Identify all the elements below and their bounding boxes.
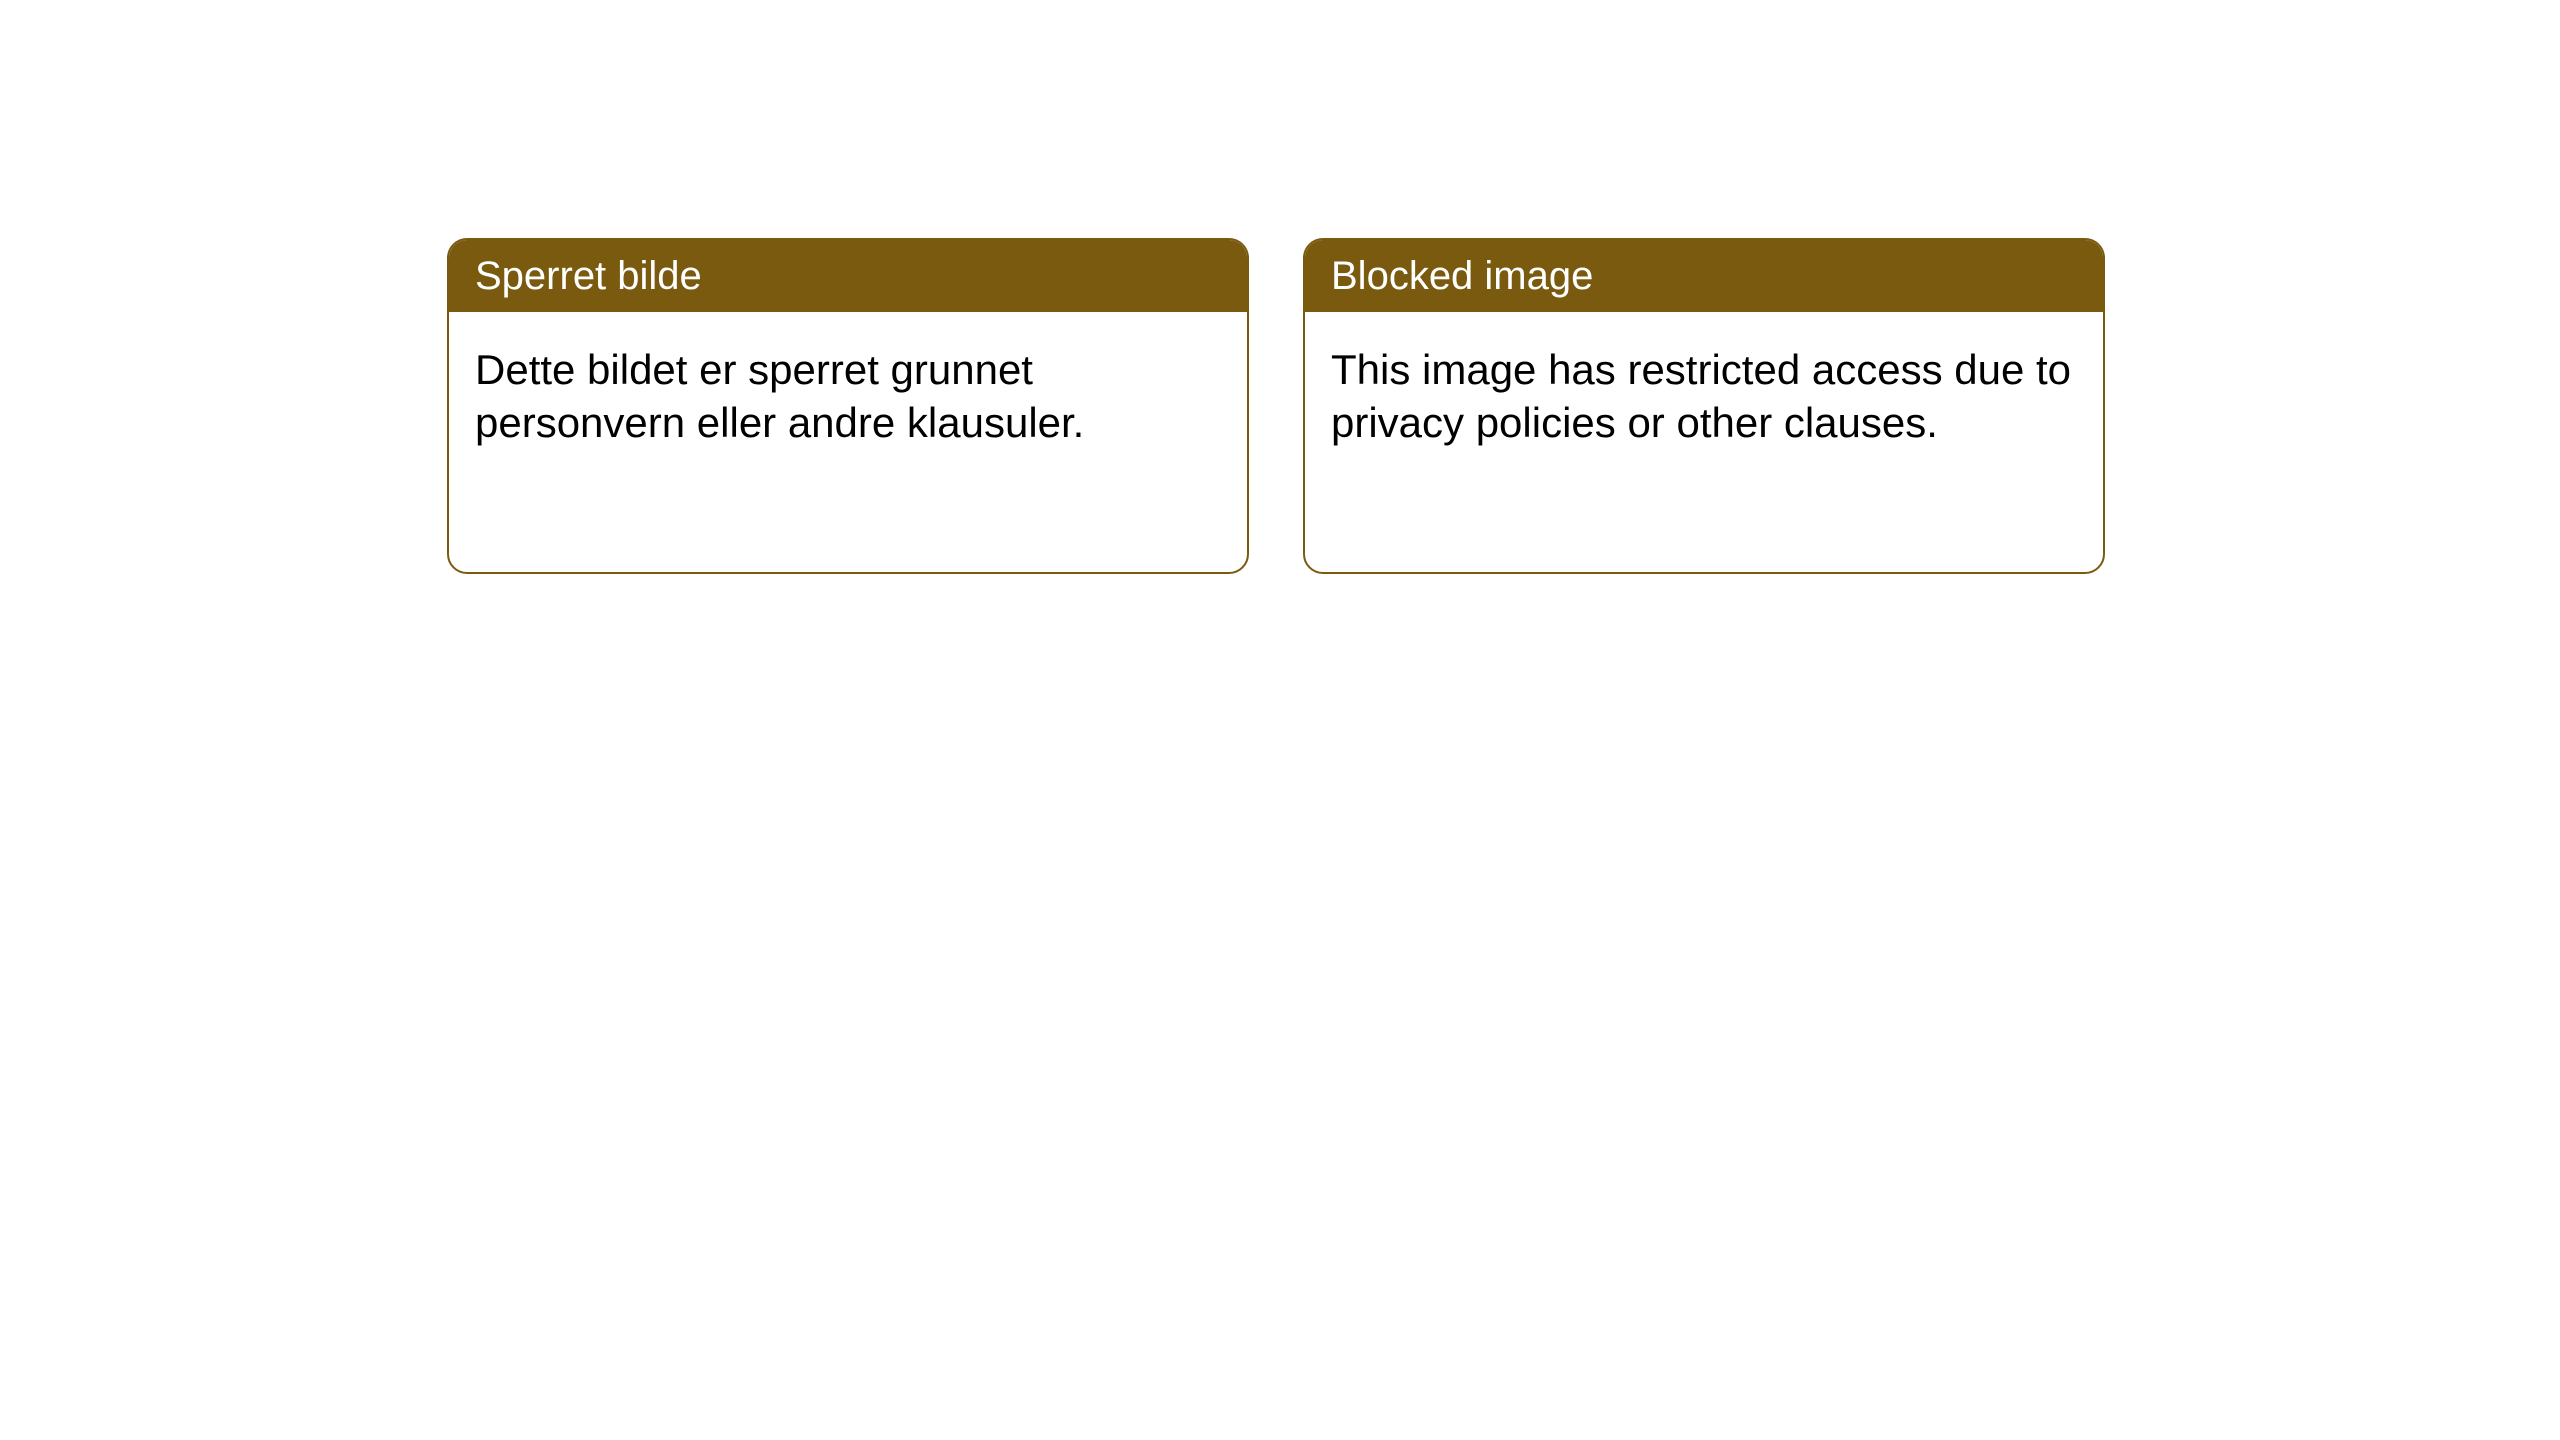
blocked-image-card-en: Blocked image This image has restricted … — [1303, 238, 2105, 574]
card-header-no: Sperret bilde — [449, 240, 1247, 312]
card-header-en: Blocked image — [1305, 240, 2103, 312]
notice-container: Sperret bilde Dette bildet er sperret gr… — [447, 238, 2105, 574]
card-body-no: Dette bildet er sperret grunnet personve… — [449, 312, 1247, 481]
card-body-en: This image has restricted access due to … — [1305, 312, 2103, 481]
blocked-image-card-no: Sperret bilde Dette bildet er sperret gr… — [447, 238, 1249, 574]
